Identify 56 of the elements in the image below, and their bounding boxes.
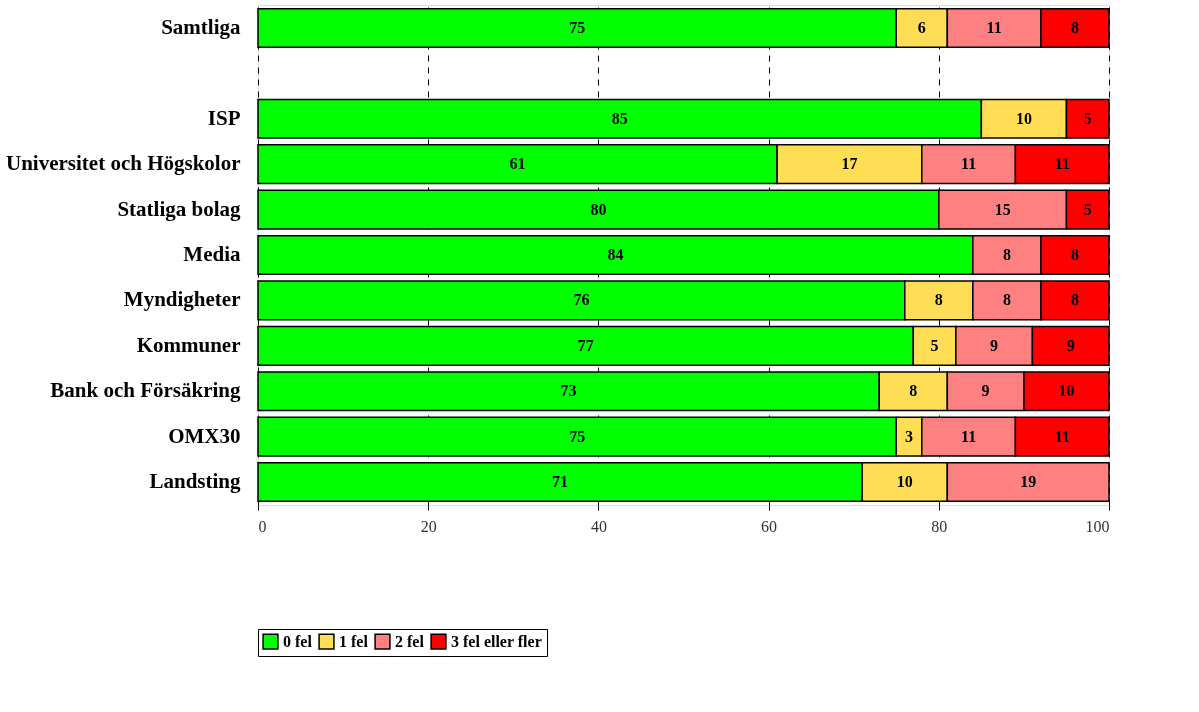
data-label: 8 [1002, 291, 1011, 309]
data-label: 5 [1083, 109, 1092, 127]
data-label: 73 [560, 382, 577, 400]
data-label: 8 [909, 382, 918, 400]
data-label: 8 [934, 291, 943, 309]
data-label: 5 [1083, 200, 1092, 218]
legend-label: 0 fel [283, 632, 313, 650]
data-label: 8 [1002, 246, 1011, 263]
y-tick-label: OMX30 [168, 423, 241, 448]
y-tick-label: ISP [207, 105, 241, 130]
data-label: 10 [1058, 382, 1075, 400]
data-label: 5 [930, 336, 939, 354]
data-label: 3 [905, 427, 914, 445]
data-label: 75 [569, 18, 586, 36]
x-tick-label: 60 [761, 517, 778, 535]
data-label: 11 [961, 155, 977, 173]
data-label: 8 [1070, 291, 1079, 309]
data-label: 11 [986, 18, 1002, 36]
x-tick-label: 0 [258, 517, 267, 535]
data-label: 11 [1054, 427, 1070, 445]
data-label: 11 [1054, 155, 1070, 173]
data-label: 17 [841, 155, 858, 173]
data-label: 8 [1070, 18, 1079, 36]
data-label: 8 [1070, 246, 1079, 263]
x-tick-label: 20 [420, 517, 437, 535]
y-tick-label: Samtliga [161, 14, 241, 39]
y-tick-label: Universitet och Högskolor [6, 151, 241, 176]
data-label: 71 [552, 473, 569, 491]
data-label: 75 [569, 427, 586, 445]
data-label: 11 [961, 427, 977, 445]
x-tick-label: 100 [1085, 517, 1110, 535]
data-label: 84 [607, 246, 624, 263]
data-label: 9 [981, 382, 990, 400]
legend-label: 3 fel eller fler [451, 632, 542, 650]
legend-label: 1 fel [339, 632, 369, 650]
y-tick-label: Kommuner [136, 332, 241, 357]
x-tick-label: 80 [931, 517, 948, 535]
data-label: 9 [1066, 336, 1075, 354]
data-label: 15 [994, 200, 1011, 218]
y-tick-label: Media [183, 242, 241, 266]
data-label: 9 [990, 336, 999, 354]
data-label: 19 [1020, 473, 1037, 491]
y-tick-label: Landsting [149, 469, 241, 494]
data-label: 77 [577, 336, 594, 354]
data-label: 6 [917, 18, 926, 36]
data-label: 80 [590, 200, 607, 218]
y-tick-label: Myndigheter [123, 287, 241, 312]
data-label: 10 [896, 473, 913, 491]
y-tick-label: Statliga bolag [117, 196, 241, 221]
data-label: 61 [509, 155, 526, 173]
data-label: 10 [1015, 109, 1032, 127]
data-label: 76 [573, 291, 590, 309]
legend-label: 2 fel [395, 632, 425, 650]
y-tick-label: Bank och Försäkring [50, 378, 241, 403]
x-tick-label: 40 [590, 517, 607, 535]
data-label: 85 [611, 109, 628, 127]
